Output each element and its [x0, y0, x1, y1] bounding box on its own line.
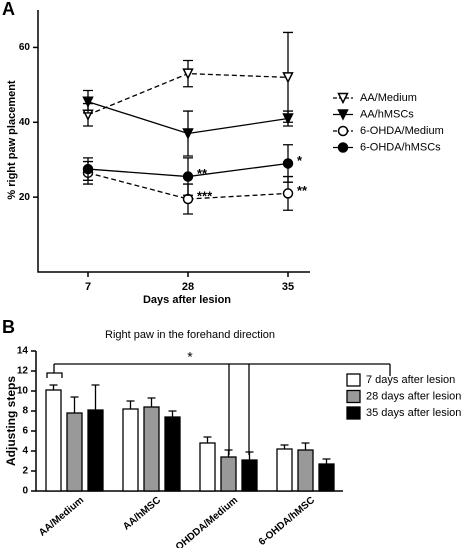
y-tick-label: 14 [17, 346, 29, 357]
bar [87, 409, 104, 492]
significance-bracket [46, 363, 391, 455]
error-bar [322, 458, 331, 464]
error-bar [49, 384, 58, 390]
error-bar [280, 444, 289, 449]
data-point [182, 171, 194, 182]
data-point [82, 96, 94, 108]
bar [143, 406, 160, 492]
y-tick-label: 12 [17, 366, 29, 377]
legend-swatch [346, 373, 361, 387]
x-tick-label: 6-OHDDA/Medium [167, 495, 240, 548]
bar [318, 463, 335, 492]
legend-swatch [346, 406, 361, 420]
data-point [282, 158, 294, 169]
error-bar [301, 442, 310, 450]
legend-label: 6-OHDA/Medium [360, 125, 444, 137]
data-point [82, 163, 94, 175]
y-tick-label: 8 [22, 406, 28, 417]
legend-label: 6-OHDA/hMSCs [360, 141, 441, 153]
bar [66, 412, 83, 492]
error-bar [168, 410, 177, 417]
annotation: *** [197, 188, 213, 203]
x-tick-label: 7 [85, 281, 91, 293]
legend-marker [337, 92, 349, 105]
error-bar [245, 451, 254, 460]
axes [37, 10, 310, 273]
data-point [182, 128, 194, 140]
legend-label: 28 days after lesion [366, 390, 461, 402]
bar [199, 442, 216, 492]
annotation: ** [297, 183, 308, 198]
data-point [282, 188, 294, 199]
y-tick-label: 0 [22, 486, 28, 497]
error-bar [126, 400, 135, 409]
bar [297, 449, 314, 492]
legend-label: AA/hMSCs [360, 108, 414, 120]
series-line [87, 172, 289, 200]
legend-marker [337, 109, 349, 121]
y-axis-label: Adjusting steps [4, 376, 18, 466]
panel-label: B [2, 317, 15, 337]
y-tick-label: 10 [17, 386, 29, 397]
annotation: * [187, 349, 193, 365]
legend-marker [337, 125, 349, 137]
x-tick-label: AA/hMSC [121, 495, 163, 533]
bar [276, 448, 293, 492]
x-axis-label: Days after lesion [143, 294, 231, 306]
bar [164, 416, 181, 492]
x-tick-label: 35 [282, 281, 294, 293]
y-axis-label: % right paw placement [6, 80, 18, 200]
chart-title: Right paw in the forehand direction [105, 329, 275, 341]
error-bar [203, 436, 212, 443]
error-bar [70, 396, 79, 413]
y-tick-label: 60 [19, 42, 31, 53]
panel-label: A [2, 0, 15, 19]
annotation: * [297, 153, 303, 168]
y-tick-label: 40 [19, 117, 31, 128]
y-tick-label: 20 [19, 192, 31, 203]
y-tick-label: 4 [22, 446, 28, 457]
legend-label: AA/Medium [360, 92, 417, 104]
bar [241, 459, 258, 492]
x-tick-label: 28 [182, 281, 194, 293]
data-point [282, 113, 294, 125]
error-bar [224, 449, 233, 457]
legend-label: 35 days after lesion [366, 407, 461, 419]
y-tick-label: 2 [22, 466, 28, 477]
bar [45, 389, 62, 492]
legend-swatch [346, 389, 361, 404]
bar [220, 456, 237, 492]
legend-marker [337, 142, 349, 153]
x-tick-label: AA/Medium [37, 495, 86, 539]
legend-label: 7 days after lesion [366, 374, 455, 386]
error-bar [147, 397, 156, 407]
data-point [282, 72, 294, 84]
error-bar [91, 384, 100, 410]
x-tick-label: 6-OHDA/hMSC [257, 495, 317, 548]
y-tick-label: 6 [22, 426, 28, 437]
bar [122, 408, 139, 492]
data-point [182, 68, 194, 80]
annotation: ** [197, 166, 208, 181]
